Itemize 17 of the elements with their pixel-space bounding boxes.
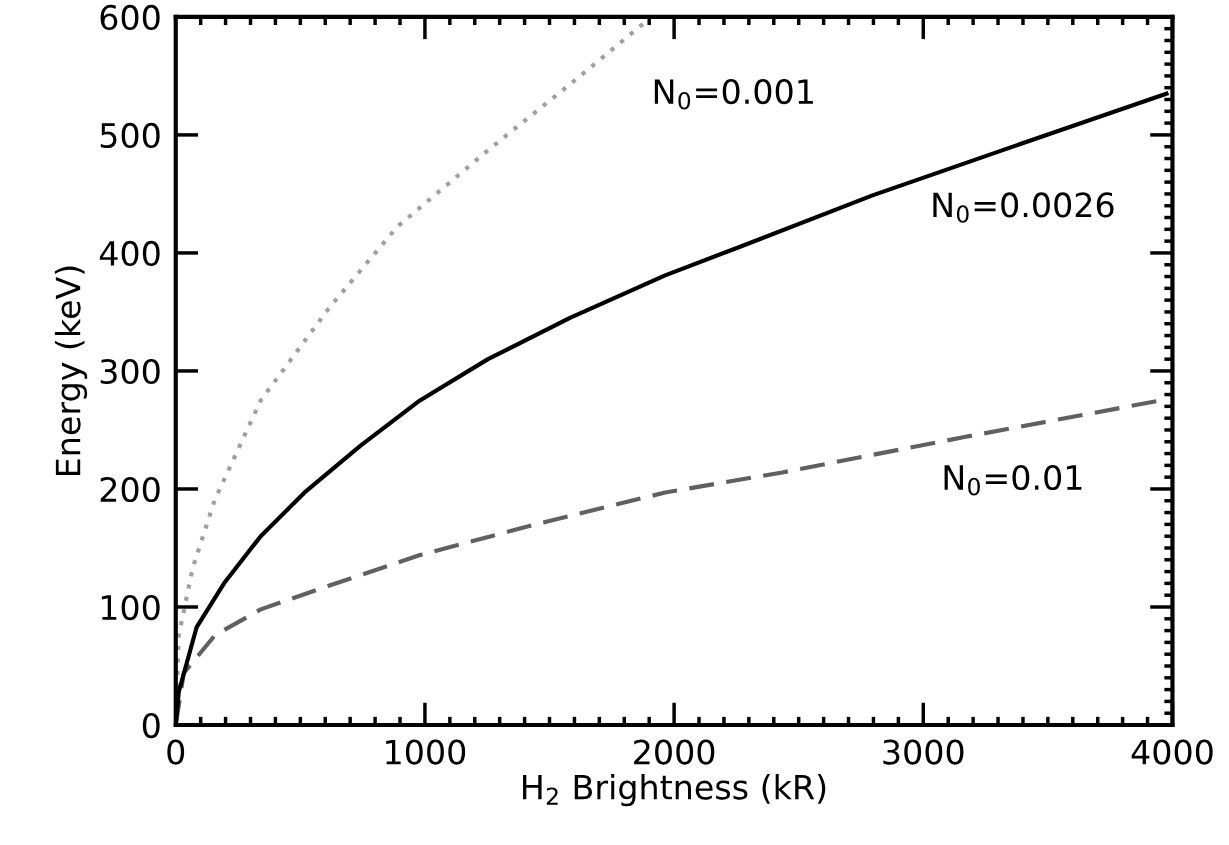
y-tick-label: 400: [99, 240, 160, 267]
y-tick-label: 500: [100, 122, 160, 149]
annotation: N$_{0}$=0.001: [654, 78, 813, 110]
x-tick-label: 0: [167, 739, 185, 765]
x-tick-label: 1000: [386, 739, 466, 765]
y-axis-title: Energy (keV): [54, 266, 88, 476]
x-axis-title: H$_{2}$ Brightness (kR): [523, 773, 826, 807]
y-tick-label: 100: [101, 594, 160, 621]
y-tick-label: 600: [100, 4, 160, 31]
x-tick-label: 2000: [634, 739, 715, 765]
x-tick-label: 4000: [1131, 739, 1213, 765]
y-tick-label: 0: [142, 712, 160, 739]
y-tick-label: 300: [100, 358, 160, 385]
annotation: N$_{0}$=0.0026: [933, 192, 1114, 223]
x-tick-label: 3000: [883, 739, 964, 765]
y-tick-label: 200: [100, 476, 160, 503]
annotation: N$_{0}$=0.01: [944, 464, 1082, 496]
